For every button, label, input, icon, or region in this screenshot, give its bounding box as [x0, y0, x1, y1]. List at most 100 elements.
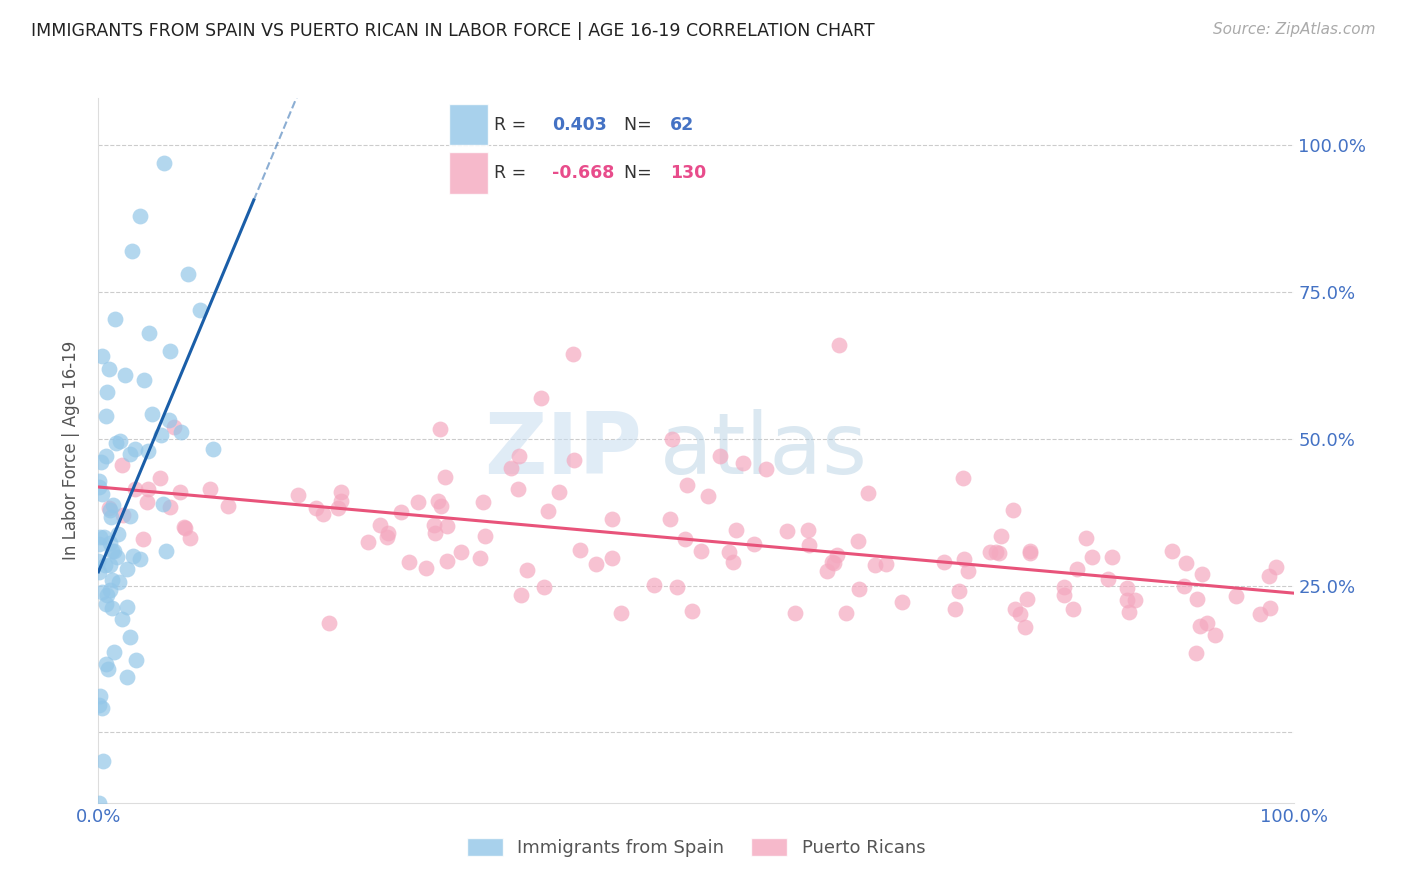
Point	[90, 349, 112, 363]
Point	[89, 480, 111, 494]
Point	[188, 302, 211, 317]
Point	[990, 529, 1012, 543]
Point	[132, 373, 155, 387]
Point	[799, 539, 821, 553]
Point	[159, 500, 181, 514]
Point	[429, 421, 451, 435]
Point	[953, 552, 976, 566]
Point	[1249, 607, 1271, 621]
Point	[104, 435, 127, 450]
Point	[856, 486, 879, 500]
Point	[377, 525, 399, 540]
Point	[561, 346, 583, 360]
Point	[141, 407, 163, 421]
Point	[406, 495, 429, 509]
Point	[828, 338, 851, 352]
Point	[450, 545, 472, 559]
Point	[675, 478, 697, 492]
Point	[643, 578, 665, 592]
Text: 130: 130	[669, 164, 706, 182]
Point	[305, 501, 328, 516]
Point	[1019, 543, 1042, 558]
Point	[118, 448, 141, 462]
Point	[101, 544, 124, 558]
Y-axis label: In Labor Force | Age 16-19: In Labor Force | Age 16-19	[62, 341, 80, 560]
Text: Source: ZipAtlas.com: Source: ZipAtlas.com	[1212, 22, 1375, 37]
Point	[118, 508, 141, 523]
Point	[943, 602, 966, 616]
Point	[101, 498, 124, 512]
Point	[1191, 566, 1213, 581]
Point	[329, 494, 352, 508]
Point	[107, 527, 129, 541]
Point	[472, 495, 495, 509]
Point	[111, 612, 134, 626]
Point	[436, 553, 458, 567]
Point	[568, 543, 591, 558]
Point	[1014, 620, 1036, 634]
Point	[986, 544, 1008, 558]
Point	[118, 631, 141, 645]
Point	[436, 519, 458, 533]
Point	[103, 645, 125, 659]
Point	[721, 555, 744, 569]
FancyBboxPatch shape	[449, 153, 488, 194]
Point	[725, 523, 748, 537]
Point	[848, 582, 870, 597]
Point	[94, 597, 117, 611]
Point	[562, 452, 585, 467]
Point	[815, 564, 838, 578]
Point	[1258, 601, 1281, 615]
Point	[312, 508, 335, 522]
Point	[1062, 602, 1084, 616]
Point	[1185, 592, 1208, 607]
Point	[516, 563, 538, 577]
Point	[101, 573, 124, 587]
Point	[1004, 602, 1026, 616]
Point	[96, 588, 118, 602]
Point	[159, 343, 181, 358]
Point	[1097, 572, 1119, 586]
Point	[173, 521, 195, 535]
Point	[1076, 531, 1098, 545]
Point	[103, 543, 125, 558]
Point	[94, 558, 117, 573]
Point	[673, 533, 696, 547]
Point	[108, 575, 131, 590]
Point	[1115, 581, 1137, 595]
Point	[681, 604, 703, 618]
Point	[426, 493, 449, 508]
Point	[827, 548, 849, 562]
Point	[834, 607, 856, 621]
Point	[1053, 580, 1076, 594]
Point	[430, 499, 453, 513]
Point	[979, 545, 1001, 559]
Point	[389, 505, 412, 519]
Point	[398, 555, 420, 569]
Point	[1195, 615, 1218, 630]
Point	[163, 420, 186, 434]
Text: 0.403: 0.403	[551, 116, 606, 134]
Text: -0.668: -0.668	[551, 164, 614, 182]
Point	[87, 796, 110, 810]
Point	[1204, 628, 1226, 642]
Point	[89, 474, 111, 488]
Point	[179, 531, 201, 545]
Point	[1118, 605, 1140, 619]
Point	[1265, 560, 1288, 574]
Point	[956, 564, 979, 578]
Point	[506, 482, 529, 496]
Point	[94, 449, 117, 463]
Point	[117, 562, 139, 576]
Text: R =: R =	[495, 164, 531, 182]
Point	[1189, 619, 1212, 633]
Point	[217, 500, 239, 514]
Text: atlas: atlas	[661, 409, 868, 492]
Point	[1174, 556, 1197, 570]
Point	[508, 449, 530, 463]
Point	[198, 482, 221, 496]
Point	[1080, 549, 1102, 564]
Point	[149, 428, 172, 442]
Point	[665, 580, 688, 594]
Point	[548, 484, 571, 499]
